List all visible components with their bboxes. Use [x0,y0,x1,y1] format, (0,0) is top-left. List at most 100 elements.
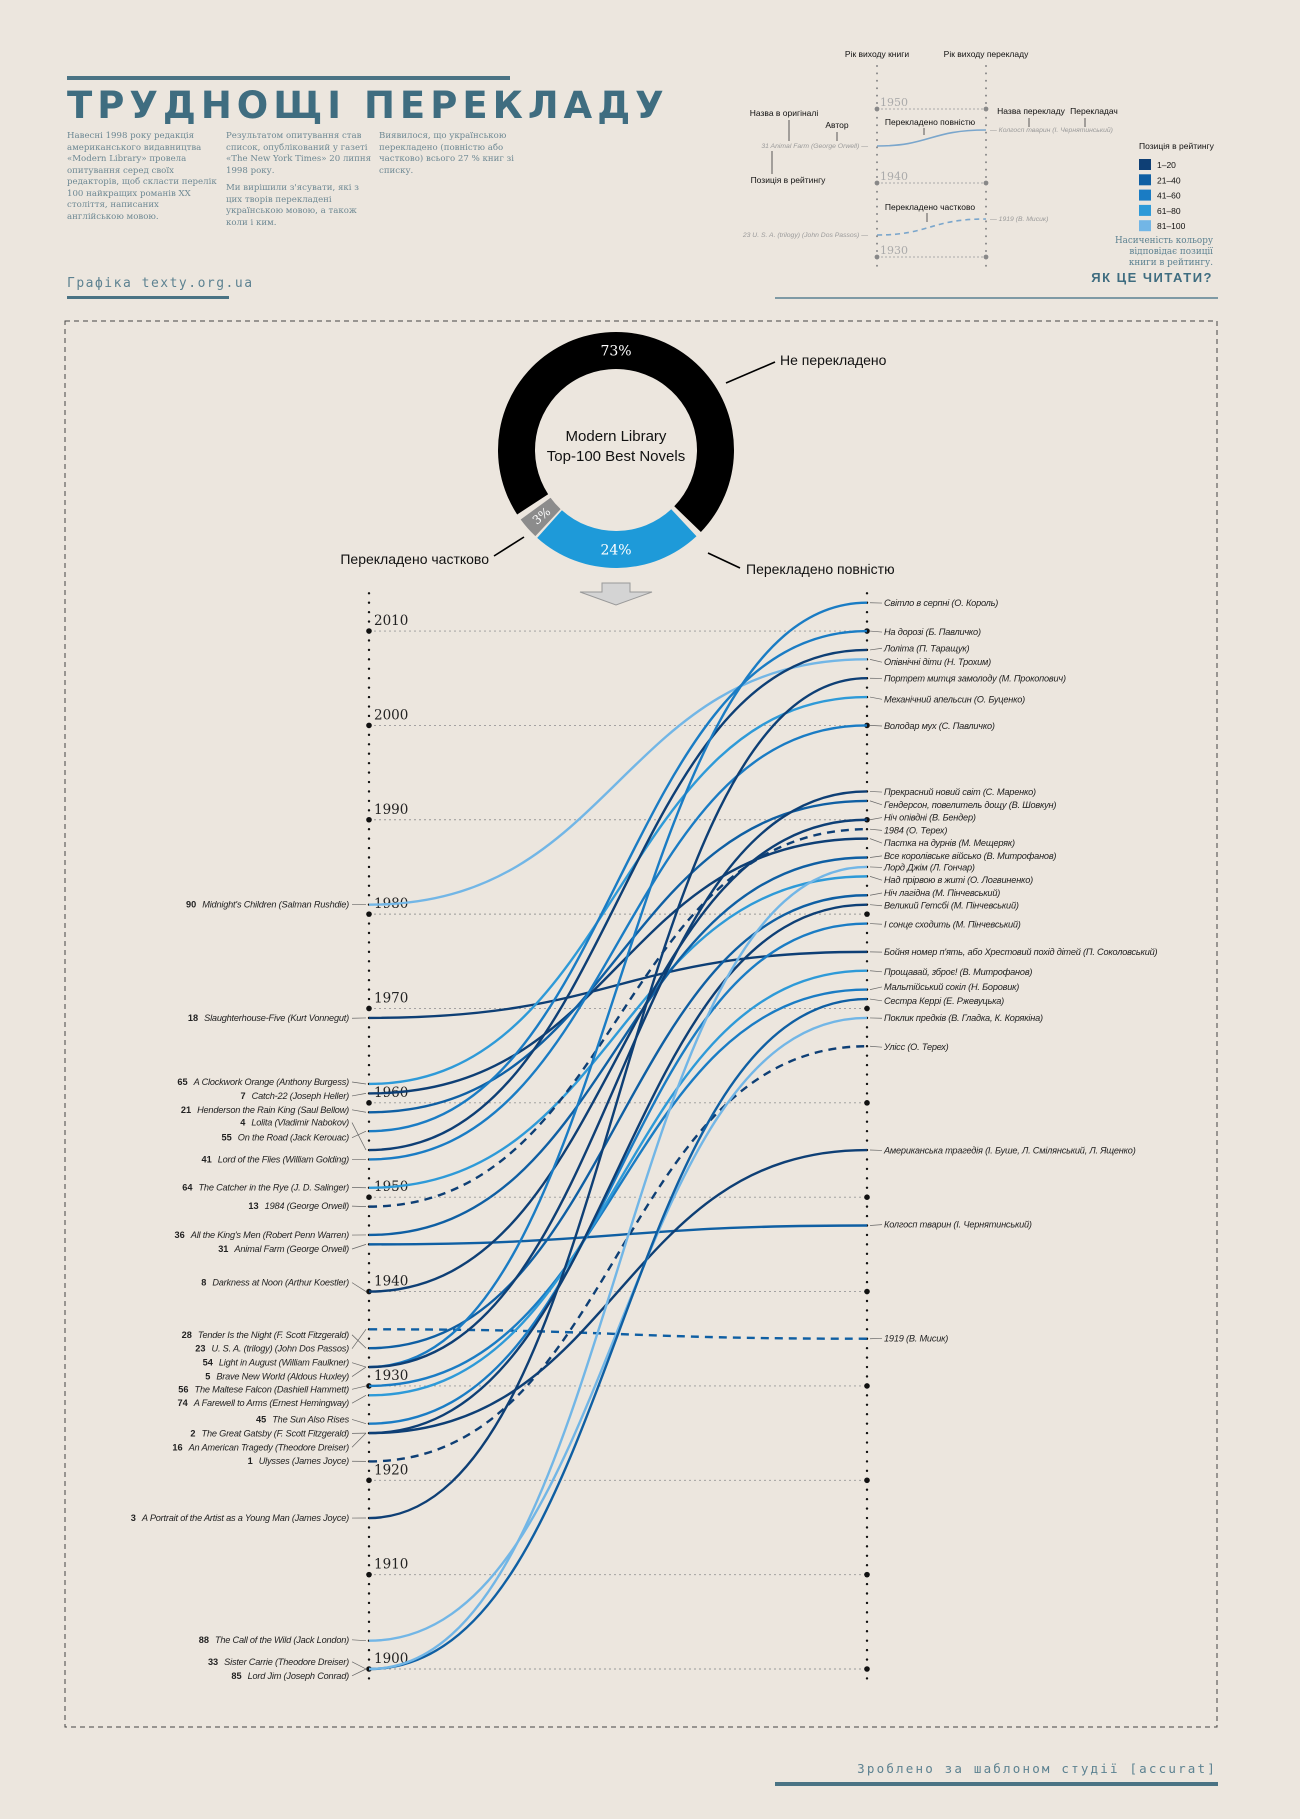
axis-dot [865,1582,869,1586]
axis-dot [367,1054,371,1057]
left-leader-line [351,1334,367,1349]
axis-dot [865,1054,869,1057]
left-leader-line [351,1385,367,1390]
howto-axis-dot [985,264,987,267]
howto-axis-dot [876,153,878,156]
axis-dot [367,1488,371,1491]
howto-example2-right: — 1919 (В. Мисик) [989,216,1048,223]
axis-dot [865,1186,869,1189]
year-tick-label: 2000 [374,707,408,723]
axis-dot [865,1082,869,1086]
axis-dot [865,1214,869,1218]
howto-axis-dot [876,87,878,90]
translation-title-label: Сестра Керрі (Е. Ржевуцька) [884,996,1004,1006]
full-translation-line [368,601,868,1369]
credit-link[interactable]: Графіка texty.org.ua [67,276,254,291]
axis-dot [367,790,371,793]
axis-dot [865,1045,869,1048]
howto-axis-dot [876,161,878,164]
donut-slice-not-translated [497,331,734,532]
translation-title-label: Над прірвою в житі (О. Логвиненко) [884,875,1033,885]
howto-axis-dot [985,139,987,141]
original-title-label: The Catcher in the Rye (J. D. Salinger) [199,1183,350,1193]
full-translation-line [368,837,868,1095]
axis-dot [367,667,371,670]
axis-dot [865,733,869,737]
translation-title-label: Колгосп тварин (І. Чернятинський) [884,1220,1032,1230]
axis-dot [367,1497,371,1501]
howto-axis-dot [985,79,987,82]
axis-dot [865,809,869,812]
right-leader-line [869,659,883,663]
axis-dot [367,1375,371,1378]
axis-dot [367,1299,371,1303]
axis-dot [367,809,371,812]
axis-dot [367,865,371,869]
right-leader-line [869,970,883,973]
right-leader-line [869,986,883,990]
axis-dot [367,997,371,1001]
legend-swatch [1139,204,1151,216]
howto-decade-dot [874,254,880,260]
axis-dot [865,1346,869,1350]
axis-dot [865,960,869,963]
howto-axis-dot [876,227,878,230]
howto-axis-dot [985,198,987,201]
right-leader-line [869,647,883,651]
howto-decade-dot [983,180,989,186]
axis-dot [367,686,371,689]
page-title: ТРУДНОЩІ ПЕРЕКЛАДУ [67,84,669,127]
legend-note-1: Насиченість кольору [1115,236,1214,246]
translation-title-label: Бойня номер п'ять, або Хрестовий похід д… [884,947,1158,957]
translation-title-label: І сонце сходить (М. Пінчевський) [884,919,1021,929]
axis-dot [367,761,371,765]
intro-text-3: Виявилося, що українською перекладено (п… [379,131,514,176]
axis-dot [865,1139,869,1142]
rank-label: 65 [177,1077,187,1087]
left-leader-line [351,1282,367,1292]
full-translation-line [368,856,868,1237]
left-leader-line [351,1362,367,1368]
howto-axis-dot [876,264,878,267]
axis-dot [367,1413,371,1416]
rank-label: 7 [241,1091,246,1101]
axis-dot [865,761,869,765]
axis-dot [865,1413,869,1416]
label-partially-translated: Перекладено частково [340,551,489,567]
axis-dot [367,1214,371,1218]
original-title-label: A Portrait of the Artist as a Young Man … [141,1513,349,1523]
translation-title-label: Опівнічні діти (Н. Трохим) [884,657,991,667]
right-leader-line [869,800,883,806]
axis-dot [865,1488,869,1491]
axis-dot [865,1299,869,1303]
year-tick-label: 1900 [374,1651,408,1667]
left-leader-line [351,1366,367,1377]
axis-dot [865,1516,869,1520]
axis-decade-dot [864,1288,870,1295]
translation-title-label: Гендерсон, повелитель дощу (В. Шовкун) [884,800,1056,810]
axis-dot [367,1337,371,1340]
ann-partial: Перекладено частково [885,202,976,212]
legend-note-3: книги в рейтингу. [1129,258,1213,268]
axis-decade-dot [366,911,372,917]
rank-label: 23 [195,1344,205,1354]
axis-dot [865,1356,869,1359]
axis-dot [865,1620,869,1624]
right-leader-line [869,892,883,896]
footer-rule [775,1782,1218,1786]
partial-translation-line [368,1328,868,1340]
howto-axis-dot [876,176,878,178]
original-title-label: Light in August (William Faulkner) [219,1358,349,1368]
axis-dot [865,1403,869,1406]
translation-title-label: Американська трагедія (І. Буше, Л. Сміля… [883,1145,1136,1155]
original-title-label: The Sun Also Rises [272,1414,349,1424]
axis-dot [367,894,371,897]
original-title-label: A Clockwork Orange (Anthony Burgess) [193,1077,349,1087]
howto-axis-dot [876,116,878,119]
footer-credit: Зроблено за шаблоном студії [accurat] [857,1761,1217,1776]
howto-axis-dot [985,250,987,252]
axis-dot [367,950,371,954]
axis-dot [865,705,869,708]
left-leader-line [351,1093,367,1097]
axis-dot [865,1309,869,1312]
